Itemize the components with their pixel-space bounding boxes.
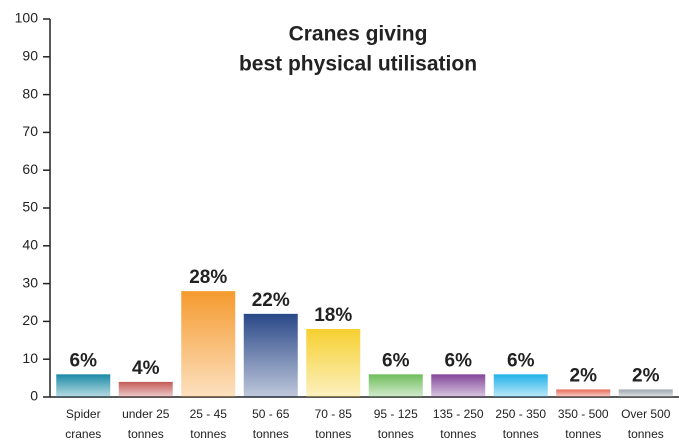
x-tick-label: 250 - 350: [495, 407, 546, 421]
value-label: 2%: [570, 365, 598, 386]
x-tick-label: 135 - 250: [433, 407, 484, 421]
x-tick-label: tonnes: [378, 427, 414, 441]
x-tick-label: under 25: [122, 407, 170, 421]
x-tick-label: tonnes: [503, 427, 539, 441]
y-tick-label: 40: [22, 237, 38, 253]
y-tick-label: 0: [30, 388, 38, 404]
bar: [56, 374, 111, 397]
y-tick-label: 90: [22, 48, 38, 64]
x-tick-label: 95 - 125: [374, 407, 418, 421]
x-tick-label: tonnes: [315, 427, 351, 441]
bar: [181, 291, 236, 397]
x-tick-label: Spider: [66, 407, 101, 421]
x-tick-label: 350 - 500: [558, 407, 609, 421]
x-tick-label: Over 500: [621, 407, 671, 421]
x-tick-label: tonnes: [253, 427, 289, 441]
y-tick-label: 30: [22, 274, 38, 290]
chart-title: Cranes giving: [289, 23, 428, 46]
bar: [493, 374, 548, 397]
y-tick-label: 50: [22, 199, 38, 215]
chart-title: best physical utilisation: [239, 53, 477, 76]
x-tick-label: tonnes: [628, 427, 664, 441]
bar: [431, 374, 486, 397]
y-tick-label: 100: [15, 10, 39, 26]
x-tick-label: tonnes: [190, 427, 226, 441]
value-label: 18%: [314, 305, 352, 326]
value-label: 2%: [632, 365, 660, 386]
x-tick-label: 50 - 65: [252, 407, 290, 421]
x-tick-label: 25 - 45: [190, 407, 228, 421]
y-tick-label: 60: [22, 161, 38, 177]
x-tick-label: 70 - 85: [315, 407, 353, 421]
value-label: 6%: [445, 350, 473, 371]
x-tick-label: cranes: [65, 427, 101, 441]
y-tick-label: 20: [22, 312, 38, 328]
bar: [243, 313, 298, 397]
bar: [118, 381, 173, 397]
y-tick-label: 10: [22, 350, 38, 366]
x-tick-label: tonnes: [128, 427, 164, 441]
y-tick-label: 80: [22, 85, 38, 101]
value-label: 28%: [189, 267, 227, 288]
bar: [368, 374, 423, 397]
bar: [556, 389, 611, 397]
value-label: 6%: [507, 350, 535, 371]
x-tick-label: tonnes: [440, 427, 476, 441]
value-label: 22%: [252, 290, 290, 311]
value-label: 6%: [382, 350, 410, 371]
y-tick-label: 70: [22, 123, 38, 139]
x-tick-label: tonnes: [565, 427, 601, 441]
value-label: 6%: [70, 350, 98, 371]
bar: [618, 389, 673, 397]
bar: [306, 328, 361, 397]
value-label: 4%: [132, 358, 160, 379]
